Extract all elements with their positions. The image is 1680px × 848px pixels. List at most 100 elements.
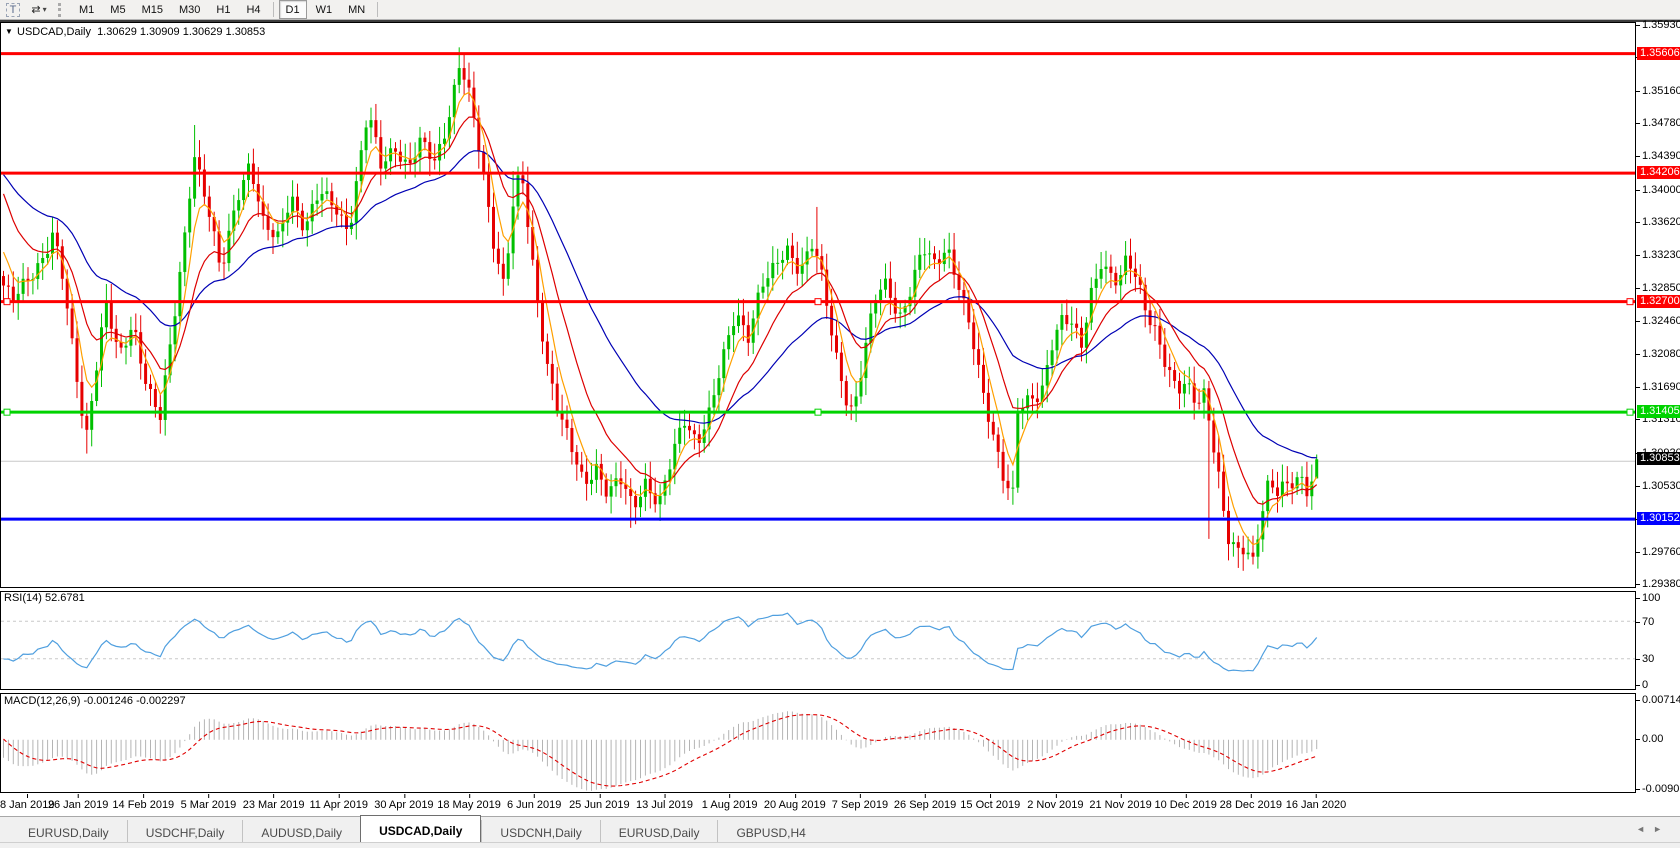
price-level-badge: 1.35606 bbox=[1637, 46, 1680, 60]
chart-tab-eurusd-0[interactable]: EURUSD,Daily bbox=[28, 826, 109, 840]
timeframe-button-m1[interactable]: M1 bbox=[79, 3, 95, 16]
main-chart-panel[interactable] bbox=[0, 22, 1636, 588]
price-level-badge: 1.34206 bbox=[1637, 166, 1680, 180]
line-drag-handle[interactable] bbox=[814, 408, 822, 416]
timeframe-button-h4[interactable]: H4 bbox=[246, 3, 261, 16]
line-drag-handle[interactable] bbox=[814, 298, 822, 306]
price-level-badge: 1.30152 bbox=[1637, 512, 1680, 526]
chevron-down-icon: ▾ bbox=[42, 5, 47, 14]
date-label: 16 Jan 2020 bbox=[1285, 794, 1347, 811]
medium-ma-line bbox=[2, 116, 1318, 505]
tab-scroll-right-icon[interactable]: ► bbox=[1653, 824, 1670, 834]
swap-arrows-icon: ⇄ bbox=[31, 4, 41, 16]
date-label: 5 Mar 2019 bbox=[180, 794, 237, 811]
rsi-panel[interactable] bbox=[0, 591, 1636, 690]
date-label: 25 Jun 2019 bbox=[569, 794, 630, 811]
text-tool-icon: T bbox=[5, 2, 21, 17]
date-label: 21 Nov 2019 bbox=[1089, 794, 1152, 811]
macd-axis-tick: 0.00 bbox=[1634, 732, 1664, 745]
date-label: 14 Feb 2019 bbox=[112, 794, 175, 811]
date-label: 15 Oct 2019 bbox=[960, 794, 1021, 811]
date-axis[interactable]: 8 Jan 2019 26 Jan 2019 14 Feb 2019 5 Mar 20… bbox=[0, 794, 1636, 815]
tab-scroll-left-icon[interactable]: ◄ bbox=[1636, 824, 1654, 834]
chart-tab-gbpusd-6[interactable]: GBPUSD,H4 bbox=[717, 820, 823, 843]
date-label: 28 Dec 2019 bbox=[1219, 794, 1283, 811]
macd-histogram bbox=[3, 711, 1318, 791]
price-axis-tick: 1.34000 bbox=[1635, 183, 1680, 196]
timeframe-button-w1[interactable]: W1 bbox=[315, 3, 333, 16]
candlestick-series bbox=[2, 47, 1319, 571]
line-drag-handle[interactable] bbox=[3, 298, 11, 306]
rsi-label: RSI(14) 52.6781 bbox=[4, 592, 85, 604]
timeframe-button-d1[interactable]: D1 bbox=[278, 0, 307, 19]
rsi-axis-tick: 70 bbox=[1634, 616, 1655, 628]
bottom-strip bbox=[0, 842, 1680, 848]
date-label: 13 Jul 2019 bbox=[636, 794, 693, 811]
macd-axis-tick: 0.00714 bbox=[1635, 694, 1680, 706]
text-tool-button[interactable]: T bbox=[1, 2, 25, 18]
price-axis-tick: 1.34780 bbox=[1635, 117, 1680, 130]
price-chart-canvas[interactable] bbox=[1, 23, 1635, 587]
chart-ohlc-title: USDCAD,Daily 1.30629 1.30909 1.30629 1.3… bbox=[17, 26, 266, 38]
timeframe-button-m30[interactable]: M30 bbox=[178, 3, 201, 16]
timeframe-button-m15[interactable]: M15 bbox=[141, 3, 163, 16]
rsi-axis-tick: 0 bbox=[1634, 679, 1649, 691]
price-axis-tick: 1.30530 bbox=[1635, 479, 1680, 492]
chart-tab-usdchf-1[interactable]: USDCHF,Daily bbox=[126, 820, 243, 843]
toolbar-separator bbox=[272, 2, 274, 17]
chart-tab-usdcnh-4[interactable]: USDCNH,Daily bbox=[481, 820, 599, 843]
date-label: 20 Aug 2019 bbox=[763, 794, 826, 811]
tab-scroll-arrows: ◄► bbox=[1636, 824, 1670, 834]
price-axis-tick: 1.32850 bbox=[1635, 281, 1680, 294]
price-axis-tick: 1.33230 bbox=[1635, 249, 1680, 262]
date-label: 1 Aug 2019 bbox=[701, 794, 758, 811]
price-axis-tick: 1.35160 bbox=[1635, 84, 1680, 97]
chart-tab-bar: EURUSD,Daily USDCHF,Daily AUDUSD,Daily USDC… bbox=[0, 815, 1680, 843]
date-label: 30 Apr 2019 bbox=[374, 794, 434, 811]
cursor-tool-button[interactable]: ⇄ ▾ bbox=[27, 2, 51, 18]
price-axis-tick: 1.35930 bbox=[1635, 19, 1680, 31]
line-drag-handle[interactable] bbox=[1626, 408, 1634, 416]
date-label: 2 Nov 2019 bbox=[1027, 794, 1084, 811]
rsi-canvas bbox=[1, 612, 1635, 672]
macd-axis-tick: -0.009015 bbox=[1635, 783, 1680, 795]
timeframe-group: M1 M5 M15 M30 H1 H4 D1 W1 MN bbox=[71, 0, 382, 19]
timeframe-button-h1[interactable]: H1 bbox=[216, 3, 231, 16]
line-drag-handle[interactable] bbox=[3, 408, 11, 416]
date-label: 26 Sep 2019 bbox=[893, 794, 957, 811]
macd-signal-line bbox=[3, 714, 1317, 787]
date-label: 10 Dec 2019 bbox=[1154, 794, 1217, 811]
date-label: 6 Jun 2019 bbox=[506, 794, 562, 811]
price-axis-tick: 1.29380 bbox=[1635, 578, 1680, 590]
timeframe-button-m5[interactable]: M5 bbox=[110, 3, 126, 16]
price-axis-tick: 1.34390 bbox=[1635, 150, 1680, 163]
price-axis-tick: 1.31690 bbox=[1635, 380, 1680, 393]
chart-tab-audusd-2[interactable]: AUDUSD,Daily bbox=[242, 820, 360, 843]
price-level-badge: 1.32700 bbox=[1637, 294, 1680, 308]
toolbar-grip[interactable] bbox=[58, 2, 64, 17]
window-edge bbox=[0, 20, 1680, 22]
date-label: 11 Apr 2019 bbox=[309, 794, 369, 811]
price-axis-tick: 1.33620 bbox=[1635, 216, 1680, 229]
chart-tab-usdcad-3[interactable]: USDCAD,Daily bbox=[360, 815, 482, 843]
toolbar: T ⇄ ▾ M1 M5 M15 M30 H1 H4 D1 W1 MN bbox=[0, 0, 1680, 20]
price-level-badge: 1.31405 bbox=[1637, 405, 1680, 419]
macd-panel[interactable] bbox=[0, 693, 1636, 793]
current-price-badge: 1.30853 bbox=[1637, 452, 1680, 466]
date-label: 8 Jan 2019 bbox=[0, 794, 55, 811]
rsi-axis-tick: 30 bbox=[1634, 653, 1655, 665]
date-label: 18 May 2019 bbox=[437, 794, 501, 811]
rsi-line bbox=[3, 612, 1318, 672]
horizontal-level-lines bbox=[1, 52, 1635, 521]
price-axis-tick: 1.32460 bbox=[1635, 315, 1680, 328]
chart-tab-eurusd-5[interactable]: EURUSD,Daily bbox=[599, 820, 718, 843]
date-label: 26 Jan 2019 bbox=[47, 794, 109, 811]
date-label: 7 Sep 2019 bbox=[831, 794, 889, 811]
toolbar-separator bbox=[377, 2, 379, 17]
price-axis-tick: 1.32080 bbox=[1635, 347, 1680, 360]
line-drag-handle[interactable] bbox=[1626, 298, 1634, 306]
price-axis-tick: 1.29760 bbox=[1635, 545, 1680, 558]
macd-label: MACD(12,26,9) -0.001246 -0.002297 bbox=[4, 695, 186, 707]
timeframe-button-mn[interactable]: MN bbox=[348, 3, 366, 16]
symbol-dropdown-icon[interactable]: ▼ bbox=[5, 27, 13, 36]
